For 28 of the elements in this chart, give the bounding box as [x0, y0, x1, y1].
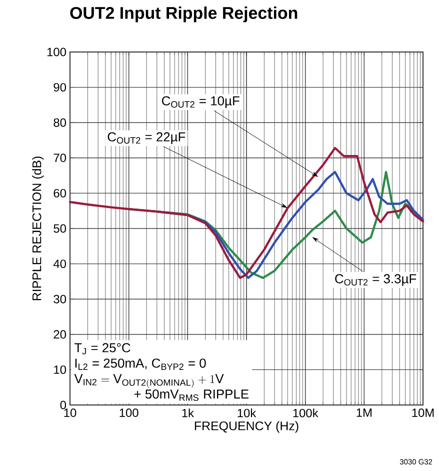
y-tick-label: 50: [54, 224, 66, 233]
annotation: I$_{L2}$ = 250mA, C$_{BYP2}$ = 0: [75, 358, 206, 370]
y-tick-label: 70: [54, 154, 66, 162]
x-tick-label: 100k: [293, 408, 318, 418]
y-tick-label: 0: [60, 400, 66, 410]
x-tick-label: 10k: [238, 408, 256, 418]
x-tick-label: 100: [120, 408, 138, 417]
y-tick-label: 90: [54, 83, 66, 92]
y-tick-label: 40: [53, 260, 66, 268]
x-tick-label: 1k: [182, 408, 194, 418]
annotation: T$_{J}$ = 25°C: [74, 343, 130, 354]
x-tick-label: 1M: [356, 408, 372, 417]
x-axis-title: FREQUENCY (Hz): [194, 421, 298, 433]
y-tick-label: 60: [54, 188, 66, 198]
chart-title: OUT2 Input Ripple Rejection: [70, 6, 298, 22]
y-tick-label: 100: [47, 48, 66, 56]
y-tick-label: 80: [54, 118, 66, 127]
annotation: C$_{OUT2}$ = 3.3µF: [335, 274, 416, 286]
annotation: C$_{OUT2}$ = 10µF: [162, 96, 240, 108]
x-tick-label: 10M: [412, 408, 434, 417]
x-tick-label: 10: [64, 408, 76, 417]
y-tick-label: 30: [54, 294, 66, 304]
annotation: C$_{OUT2}$ = 22µF: [108, 132, 186, 144]
y-axis-title: RIPPLE REJECTION (dB): [32, 156, 44, 300]
annotation: $\mathrm{V_{IN2}} = \mathrm{V_{OUT2(NOMINAL)}} + 1\mathrm{V}$: [74, 374, 224, 388]
annotation: + 50mV$_{RMS}$ RIPPLE: [134, 389, 249, 401]
y-tick-label: 10: [54, 365, 66, 374]
y-tick-label: 20: [54, 330, 66, 339]
